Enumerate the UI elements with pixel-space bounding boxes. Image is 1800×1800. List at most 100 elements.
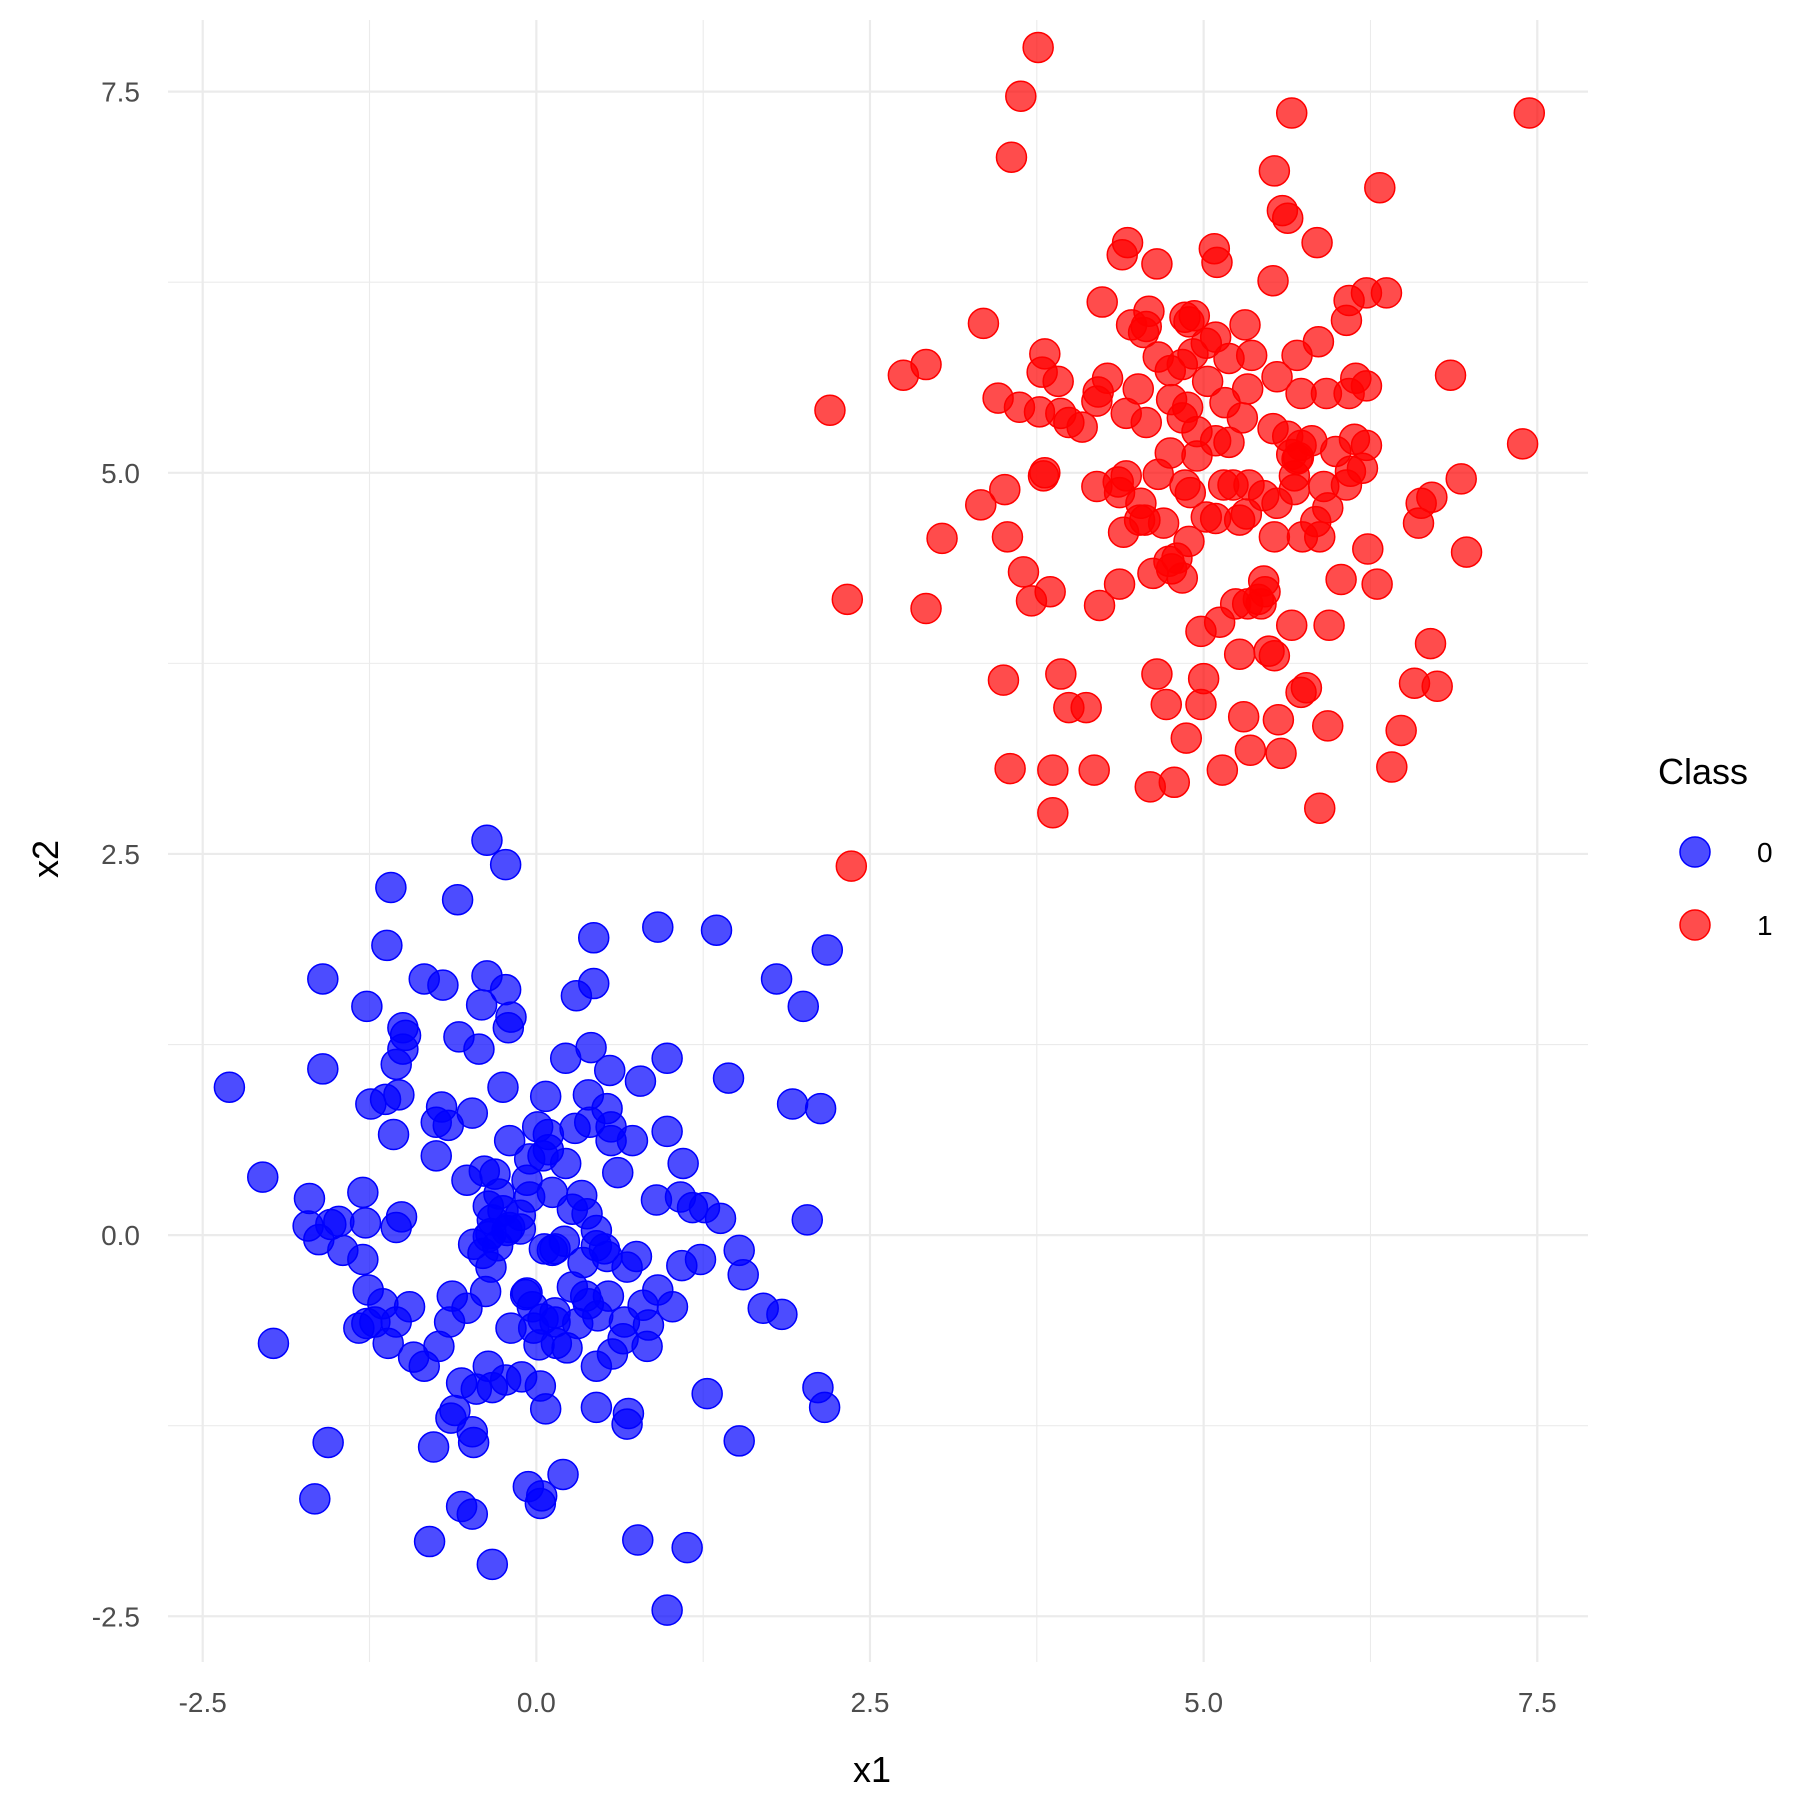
point-class-1 [1227,700,1260,733]
point-class-1 [1299,505,1332,538]
point-class-1 [1206,754,1239,786]
point-class-1 [1107,516,1140,549]
point-class-1 [1066,411,1098,443]
legend-title: Class [1658,751,1748,792]
point-class-0 [445,1367,478,1399]
point-class-0 [493,1124,526,1157]
point-class-0 [387,1012,419,1044]
y-tick-label: -2.5 [92,1601,140,1632]
point-class-0 [704,1202,737,1235]
point-class-0 [539,1306,571,1338]
y-tick-label: 0.0 [101,1220,140,1251]
legend-key-0 [1679,836,1711,868]
point-class-1 [1201,246,1233,279]
point-class-1 [1258,155,1291,187]
point-class-0 [463,1033,495,1065]
point-class-1 [1282,441,1315,474]
point-class-1 [1027,460,1060,492]
point-class-0 [804,1092,837,1125]
x-axis-title: x1 [853,1749,891,1790]
point-class-0 [620,1240,653,1273]
point-class-1 [1229,309,1261,341]
point-class-0 [549,1042,582,1075]
point-class-1 [1312,710,1344,742]
point-class-1 [1450,536,1483,568]
point-class-1 [1370,277,1403,309]
point-class-0 [593,1054,626,1087]
point-class-0 [640,1184,673,1216]
point-class-0 [213,1071,246,1103]
point-class-1 [1150,688,1183,721]
point-class-1 [1330,304,1363,337]
point-class-0 [791,1204,824,1236]
point-class-0 [377,1118,410,1151]
point-class-1 [1262,704,1295,736]
point-class-1 [1402,507,1435,539]
point-class-1 [1110,397,1142,430]
point-class-0 [524,1487,557,1520]
point-class-0 [312,1426,344,1459]
point-class-1 [967,307,1000,340]
point-class-1 [1083,589,1116,622]
point-class-1 [1265,737,1297,770]
point-class-0 [495,1312,527,1344]
point-class-1 [1185,615,1217,648]
point-class-0 [684,1243,717,1276]
point-class-1 [1385,714,1417,747]
point-class-1 [1350,370,1383,402]
point-class-0 [671,1531,703,1564]
point-class-0 [441,883,474,916]
point-class-0 [656,1291,689,1323]
point-class-0 [432,1109,465,1142]
point-class-1 [1178,300,1211,332]
point-class-0 [651,1115,683,1148]
point-class-0 [457,1426,490,1459]
point-class-1 [1445,463,1477,495]
point-class-0 [529,1393,562,1425]
point-class-1 [1187,662,1220,695]
point-class-1 [1081,385,1113,417]
point-class-0 [532,1133,565,1166]
point-class-0 [727,1259,759,1291]
point-class-1 [1506,428,1539,460]
point-class-0 [712,1062,745,1094]
point-class-1 [1302,325,1335,358]
point-class-0 [351,990,383,1023]
point-class-0 [323,1205,355,1238]
y-tick-label: 5.0 [101,458,140,489]
point-class-0 [548,1225,581,1257]
point-class-1 [1352,533,1384,565]
point-class-1 [1330,469,1363,501]
point-class-0 [651,1042,683,1075]
point-class-1 [1421,670,1453,703]
point-class-1 [1141,658,1173,690]
point-class-1 [1301,226,1333,259]
point-class-0 [632,1309,665,1341]
point-class-0 [580,1391,613,1424]
point-class-1 [1258,521,1291,553]
point-class-0 [397,1341,430,1373]
point-class-0 [471,824,503,856]
point-class-1 [1364,171,1396,204]
point-class-1 [1022,31,1054,64]
legend-label-0: 0 [1757,837,1773,868]
point-class-0 [642,911,674,943]
point-class-1 [1037,797,1069,829]
point-class-1 [994,752,1026,785]
point-class-0 [602,1156,634,1189]
point-class-1 [1086,286,1118,318]
point-class-0 [808,1391,841,1424]
point-class-1 [814,394,846,427]
point-class-1 [1106,239,1138,271]
point-class-1 [1275,97,1308,129]
point-class-0 [700,914,733,946]
point-class-1 [995,141,1028,173]
x-axis-ticks: -2.5 0.0 2.5 5.0 7.5 [179,1687,1557,1718]
point-class-0 [547,1458,579,1491]
point-class-0 [495,1001,527,1033]
point-class-0 [560,979,593,1012]
point-class-1 [1042,365,1074,398]
legend-label-1: 1 [1757,910,1773,941]
point-class-0 [529,1080,562,1113]
x-tick-label: -2.5 [179,1687,227,1718]
